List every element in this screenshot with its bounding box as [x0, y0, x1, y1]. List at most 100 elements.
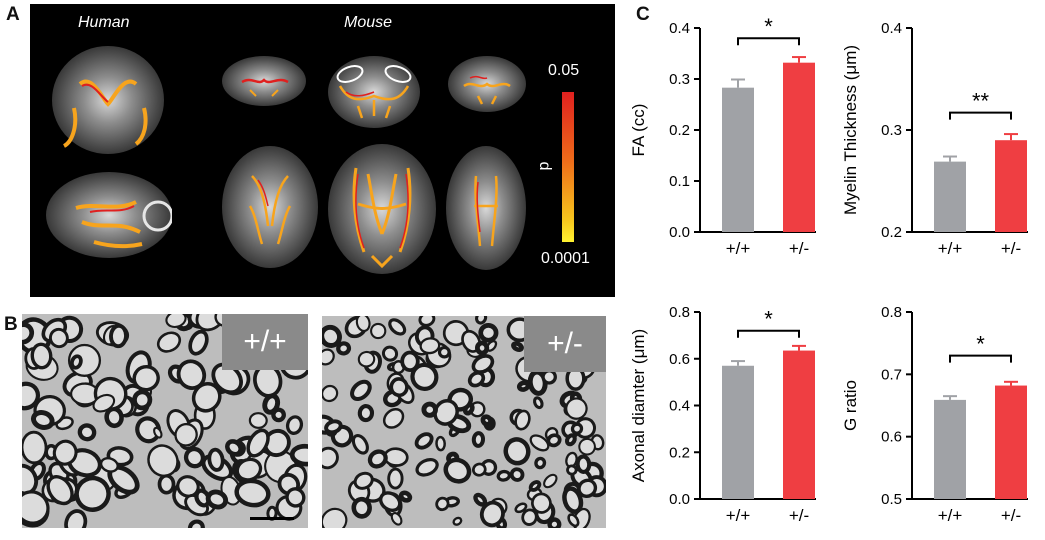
axon-cross-section — [135, 416, 162, 444]
y-axis-label: FA (cc) — [629, 104, 648, 157]
significance-marker: * — [764, 14, 773, 39]
axon-cross-section — [388, 318, 407, 336]
x-tick-label: +/+ — [938, 239, 963, 258]
significance-bracket — [737, 329, 800, 338]
error-bar — [731, 360, 745, 366]
axon-cross-section — [46, 475, 74, 506]
axon-cross-section — [471, 462, 487, 477]
axon-cross-section — [521, 508, 538, 526]
axon-cross-section — [575, 454, 592, 474]
axon-cross-section — [475, 316, 488, 325]
axon-cross-section — [248, 412, 268, 429]
axon-cross-section — [514, 409, 531, 431]
human-axial-brain-image — [46, 172, 172, 258]
axon-cross-section — [174, 422, 198, 447]
axon-cross-section — [70, 354, 83, 370]
y-tick-label: 0.6 — [669, 351, 690, 368]
axon-cross-section — [473, 492, 488, 507]
axon-cross-section — [191, 381, 222, 413]
axon-cross-section — [322, 348, 335, 366]
axon-cross-section — [132, 389, 153, 411]
y-tick-label: 0.1 — [669, 173, 690, 190]
x-tick-label: +/+ — [726, 506, 751, 525]
error-bar — [943, 395, 957, 400]
bar-wildtype — [722, 365, 754, 499]
axon-cross-section — [509, 467, 525, 482]
axon-cross-section — [64, 509, 88, 528]
mouse-coronal-brain-image-2 — [328, 56, 420, 128]
axon-cross-section — [528, 480, 542, 492]
axon-cross-section — [357, 404, 375, 423]
axon-cross-section — [566, 464, 578, 476]
axon-cross-section — [471, 354, 495, 374]
electron-micrograph-wildtype: +/+ — [22, 314, 308, 528]
axon-cross-section — [496, 469, 512, 482]
y-tick-label: 0.0 — [669, 224, 690, 241]
axon-cross-section — [415, 458, 439, 477]
significance-bracket — [949, 111, 1012, 120]
axon-cross-section — [22, 490, 50, 525]
genotype-label-heterozygous: +/- — [524, 316, 606, 372]
axon-cross-section — [390, 511, 403, 526]
axon-cross-section — [452, 516, 463, 526]
y-axis-label: G ratio — [841, 380, 860, 431]
axon-cross-section — [529, 434, 550, 452]
axon-cross-section — [188, 329, 209, 356]
axon-cross-section — [567, 513, 580, 528]
axon-cross-section — [400, 350, 420, 372]
axon-cross-section — [225, 439, 243, 457]
error-bar — [731, 78, 745, 88]
y-tick-label: 0.4 — [669, 398, 690, 415]
axon-cross-section — [480, 414, 493, 427]
axon-cross-section — [389, 377, 409, 398]
axon-cross-section — [285, 487, 306, 508]
error-bar — [1004, 133, 1018, 141]
axon-cross-section — [285, 415, 304, 435]
axon-cross-section — [176, 359, 207, 390]
axon-cross-section — [570, 422, 584, 435]
x-tick-label: +/- — [789, 506, 809, 525]
axon-cross-section — [271, 407, 286, 423]
axon-cross-section — [443, 457, 472, 484]
axon-cross-section — [479, 500, 505, 528]
bar-heterozygous — [783, 350, 815, 499]
significance-bracket — [737, 37, 800, 46]
colorbar-min-label: 0.0001 — [541, 250, 590, 267]
axon-cross-section — [77, 423, 97, 442]
significance-bracket — [949, 354, 1012, 363]
mouse-axial-brain-image-3 — [446, 146, 526, 270]
error-bar — [943, 155, 957, 162]
axon-cross-section — [355, 316, 371, 332]
axon-cross-section — [478, 323, 499, 343]
human-coronal-brain-image — [52, 46, 164, 154]
mouse-axial-brain-image-1 — [222, 146, 318, 268]
axon-cross-section — [421, 401, 438, 418]
x-tick-label: +/- — [789, 239, 809, 258]
x-tick-label: +/+ — [726, 239, 751, 258]
panel-label-c: C — [636, 4, 650, 25]
y-axis-label: Myelin Thickness (μm) — [841, 45, 860, 215]
axon-cross-section — [22, 430, 48, 465]
bar-heterozygous — [995, 140, 1027, 232]
bar-wildtype — [934, 399, 966, 499]
genotype-label-wildtype: +/+ — [222, 314, 308, 370]
axon-cross-section — [531, 492, 552, 514]
axon-cross-section — [22, 322, 35, 345]
axon-cross-section — [471, 431, 486, 448]
axon-cross-section — [322, 446, 339, 470]
axon-cross-section — [367, 449, 388, 469]
bar-heterozygous — [995, 385, 1027, 499]
brain-imaging-panel: Human Mouse — [30, 4, 615, 297]
bar-heterozygous — [783, 62, 815, 233]
axon-cross-section — [52, 439, 78, 466]
axon-cross-section — [22, 381, 41, 411]
significance-marker: * — [976, 332, 985, 357]
error-bar — [792, 56, 806, 63]
colorbar-axis-label: p — [535, 161, 553, 171]
y-tick-label: 0.2 — [669, 122, 690, 139]
axon-cross-section — [246, 428, 270, 458]
axon-cross-section — [156, 331, 182, 353]
panel-label-b: B — [4, 314, 18, 335]
axon-cross-section — [351, 434, 369, 455]
axon-cross-section — [543, 473, 558, 489]
